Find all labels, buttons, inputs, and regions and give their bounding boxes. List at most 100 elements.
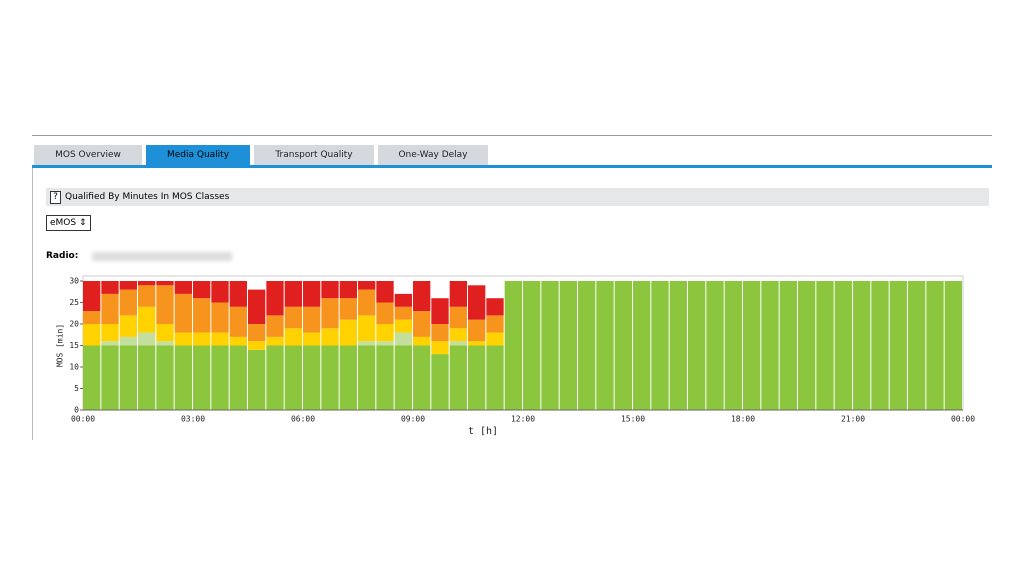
bar-segment xyxy=(376,341,394,346)
y-tick-label: 15 xyxy=(69,341,79,350)
bar-segment xyxy=(468,319,486,342)
bar-segment xyxy=(358,341,376,346)
bar-segment xyxy=(284,328,302,346)
tab[interactable]: Transport Quality xyxy=(254,145,374,165)
bar-segment xyxy=(284,345,302,410)
bar-segment xyxy=(688,281,706,410)
bar-segment xyxy=(504,281,522,410)
bar-segment xyxy=(376,324,394,342)
bar-segment xyxy=(266,336,284,346)
tab[interactable]: MOS Overview xyxy=(34,145,142,165)
bar-segment xyxy=(119,281,137,290)
bar-segment xyxy=(193,332,211,346)
bar-segment xyxy=(413,311,431,337)
top-rule xyxy=(32,135,992,136)
y-tick-label: 20 xyxy=(69,320,79,329)
bar-segment xyxy=(889,281,907,410)
bar-segment xyxy=(156,345,174,410)
bar-segment xyxy=(449,306,467,329)
bar-segment xyxy=(156,341,174,346)
bar-segment xyxy=(596,281,614,410)
bar-segment xyxy=(174,293,192,333)
bar-segment xyxy=(834,281,852,410)
mos-select[interactable]: eMOS ⇕ xyxy=(46,215,91,231)
bar-segment xyxy=(266,315,284,337)
bar-segment xyxy=(486,345,504,410)
bar-segment xyxy=(138,285,156,307)
bar-segment xyxy=(339,319,357,346)
bar-segment xyxy=(633,281,651,410)
bar-segment xyxy=(449,341,467,346)
bar-segment xyxy=(541,281,559,410)
bar-segment xyxy=(339,298,357,320)
bar-segment xyxy=(523,281,541,410)
bar-segment xyxy=(174,332,192,346)
bar-segment xyxy=(303,345,321,410)
bar-segment xyxy=(449,328,467,342)
select-value: eMOS xyxy=(50,218,77,228)
bar-segment xyxy=(578,281,596,410)
bar-segment xyxy=(174,281,192,294)
bar-segment xyxy=(706,281,724,410)
bar-segment xyxy=(853,281,871,410)
bar-segment xyxy=(321,345,339,410)
bar-segment xyxy=(174,345,192,410)
bar-segment xyxy=(449,281,467,307)
bar-segment xyxy=(284,306,302,329)
bar-segment xyxy=(339,345,357,410)
bar-segment xyxy=(101,324,119,342)
bar-segment xyxy=(101,281,119,294)
x-tick-label: 21:00 xyxy=(841,415,865,424)
y-tick-label: 30 xyxy=(69,277,79,286)
bar-segment xyxy=(394,306,412,320)
bar-segment xyxy=(83,324,101,346)
bar-segment xyxy=(193,281,211,299)
bar-segment xyxy=(724,281,742,410)
tab-bar xyxy=(32,165,992,168)
x-tick-label: 09:00 xyxy=(401,415,425,424)
bar-segment xyxy=(339,281,357,299)
bar-segment xyxy=(413,345,431,410)
bar-segment xyxy=(449,345,467,410)
help-icon[interactable]: ? xyxy=(50,191,61,204)
bar-segment xyxy=(468,345,486,410)
bar-segment xyxy=(193,345,211,410)
x-tick-label: 00:00 xyxy=(71,415,95,424)
bar-segment xyxy=(266,345,284,410)
bar-segment xyxy=(944,281,962,410)
bar-segment xyxy=(138,332,156,346)
bar-segment xyxy=(431,341,449,355)
bar-segment xyxy=(101,293,119,324)
bar-segment xyxy=(798,281,816,410)
bar-segment xyxy=(303,306,321,333)
bar-segment xyxy=(871,281,889,410)
bar-segment xyxy=(83,311,101,324)
bar-segment xyxy=(211,332,229,346)
bar-segment xyxy=(229,336,247,346)
bar-segment xyxy=(303,332,321,346)
bar-segment xyxy=(303,281,321,307)
bar-segment xyxy=(358,289,376,316)
tab[interactable]: One-Way Delay xyxy=(378,145,488,165)
bar-segment xyxy=(248,289,266,324)
bar-segment xyxy=(431,354,449,410)
bar-segment xyxy=(761,281,779,410)
bar-segment xyxy=(376,345,394,410)
bar-segment xyxy=(358,281,376,290)
bar-segment xyxy=(614,281,632,410)
x-tick-label: 15:00 xyxy=(621,415,645,424)
bar-segment xyxy=(266,281,284,316)
bar-segment xyxy=(119,289,137,316)
y-axis-label: MOS [min] xyxy=(56,324,65,367)
bar-segment xyxy=(211,302,229,333)
bar-segment xyxy=(358,345,376,410)
bar-segment xyxy=(138,345,156,410)
bar-segment xyxy=(156,285,174,324)
x-tick-label: 18:00 xyxy=(731,415,755,424)
x-axis-label: t [h] xyxy=(468,426,498,437)
bar-segment xyxy=(926,281,944,410)
bar-segment xyxy=(229,306,247,337)
bar-segment xyxy=(908,281,926,410)
tab[interactable]: Media Quality xyxy=(146,145,250,165)
